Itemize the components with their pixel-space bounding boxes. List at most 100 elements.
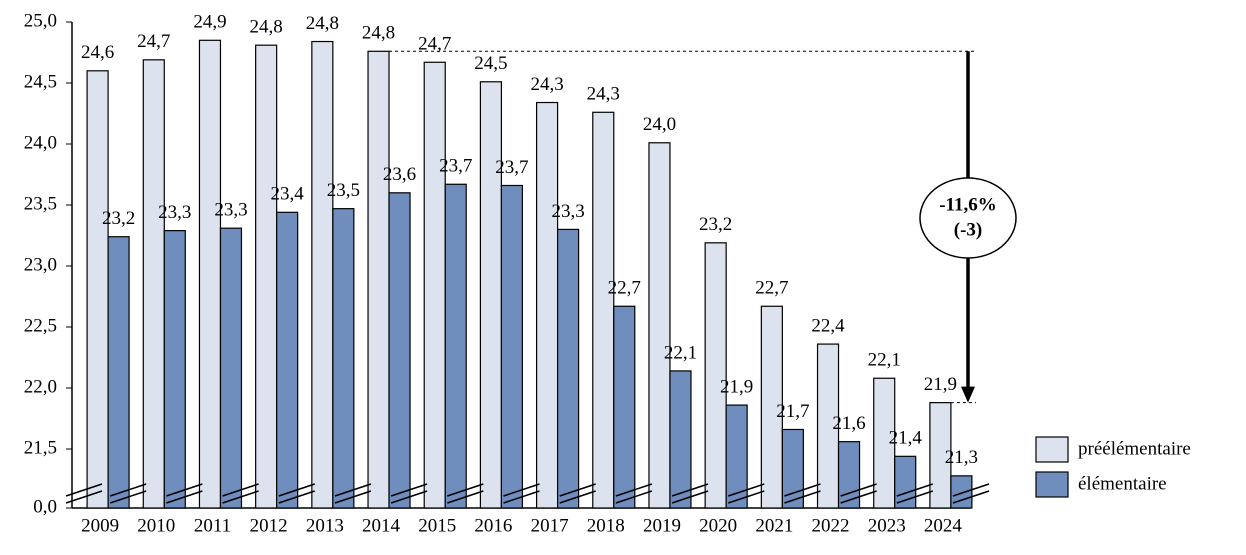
bar <box>950 475 973 509</box>
axis-break <box>784 483 821 497</box>
value-label: 21,9 <box>720 376 753 397</box>
axis-break <box>390 483 428 497</box>
annotation-bubble <box>919 177 1017 259</box>
value-label: 23,3 <box>551 201 584 222</box>
value-label: 21,3 <box>945 447 978 468</box>
x-tick-label: 2024 <box>924 515 963 536</box>
axis-break <box>334 483 372 497</box>
bar <box>86 70 109 509</box>
bar <box>219 227 243 509</box>
bar <box>255 44 278 509</box>
x-tick-label: 2020 <box>699 515 737 536</box>
value-label: 21,9 <box>924 374 957 395</box>
value-label: 23,4 <box>271 184 305 205</box>
annotation-text: -11,6% <box>939 194 997 215</box>
bar <box>198 39 222 509</box>
value-label: 23,5 <box>327 180 360 201</box>
bar <box>479 81 503 509</box>
axis-break <box>222 490 259 504</box>
x-tick-label: 2023 <box>868 515 906 536</box>
value-label: 21,6 <box>832 413 865 434</box>
bar <box>592 111 615 509</box>
x-tick-label: 2012 <box>250 515 288 536</box>
axis-break <box>334 490 372 504</box>
axis-break <box>109 490 147 504</box>
y-tick-label: 24,0 <box>24 132 57 153</box>
bar <box>311 40 334 509</box>
bar <box>613 305 636 509</box>
value-label: 22,7 <box>755 278 788 299</box>
axis-break <box>952 483 990 497</box>
x-tick-label: 2011 <box>194 515 231 536</box>
value-label: 24,0 <box>643 114 676 135</box>
axis-break <box>166 490 203 504</box>
value-label: 23,2 <box>102 208 135 229</box>
annotation-text: (-3) <box>954 219 982 240</box>
legend-label: élémentaire <box>1078 473 1167 494</box>
value-label: 22,1 <box>868 350 901 371</box>
axis-break <box>615 490 653 504</box>
value-label: 24,3 <box>530 74 563 95</box>
bar <box>535 101 559 509</box>
bar <box>163 230 186 509</box>
value-label: 22,1 <box>664 342 697 363</box>
x-tick-label: 2022 <box>812 515 850 536</box>
axis-break <box>728 483 765 497</box>
x-tick-label: 2010 <box>137 515 175 536</box>
value-label: 24,7 <box>137 31 170 52</box>
axis-break <box>896 490 934 504</box>
x-tick-label: 2013 <box>306 515 344 536</box>
value-label: 23,7 <box>439 156 472 177</box>
bar <box>388 192 411 509</box>
value-label: 22,7 <box>608 278 641 299</box>
bar <box>873 377 896 509</box>
legend-swatch <box>1035 471 1069 498</box>
x-tick-label: 2014 <box>362 515 401 536</box>
bar <box>781 428 804 509</box>
legend-swatch <box>1035 436 1069 463</box>
axis-break <box>503 490 540 504</box>
value-label: 23,6 <box>383 164 416 185</box>
bar <box>816 343 840 509</box>
axis-break <box>222 483 259 497</box>
value-label: 23,3 <box>158 202 191 223</box>
bar <box>367 50 390 509</box>
value-label: 24,7 <box>418 34 451 55</box>
value-label: 24,5 <box>474 53 507 74</box>
value-label: 24,3 <box>587 84 620 105</box>
axis-break <box>503 483 540 497</box>
axis-break <box>166 483 203 497</box>
legend-label: préélémentaire <box>1078 438 1191 459</box>
axis-break <box>952 490 990 504</box>
axis-break <box>896 483 934 497</box>
value-label: 24,8 <box>306 13 339 34</box>
axis-break <box>390 490 428 504</box>
bar <box>704 242 727 509</box>
axis-break <box>65 483 103 497</box>
y-tick-label: 24,5 <box>24 71 57 92</box>
y-tick-label: 23,0 <box>24 254 57 275</box>
x-tick-label: 2016 <box>474 515 512 536</box>
axis-break <box>559 483 596 497</box>
axis-break <box>671 490 709 504</box>
bar <box>423 61 446 509</box>
value-label: 23,7 <box>495 157 528 178</box>
bar <box>760 305 783 509</box>
y-tick-label: 0,0 <box>33 496 57 517</box>
value-label: 24,9 <box>193 12 226 33</box>
bar <box>142 59 165 509</box>
axis-break <box>447 483 484 497</box>
y-tick-label: 22,0 <box>24 376 57 397</box>
x-tick-label: 2015 <box>418 515 456 536</box>
value-label: 24,8 <box>362 23 395 44</box>
x-tick-label: 2018 <box>587 515 625 536</box>
value-label: 24,6 <box>81 42 114 63</box>
bar <box>332 208 355 509</box>
axis-break <box>278 483 315 497</box>
axis-break <box>278 490 315 504</box>
bar <box>107 236 130 509</box>
value-label: 21,4 <box>889 428 923 449</box>
axis-break <box>671 483 709 497</box>
axis-break <box>447 490 484 504</box>
